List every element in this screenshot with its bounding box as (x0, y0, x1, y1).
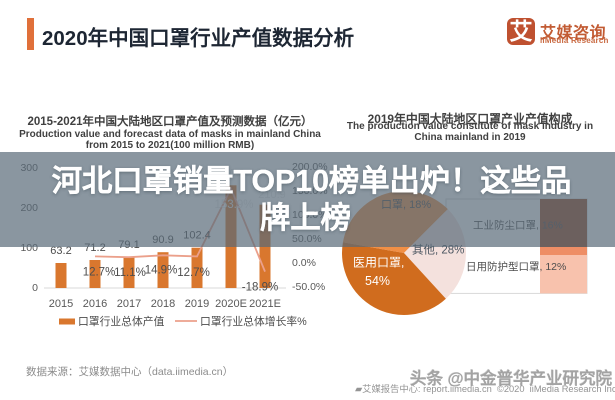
svg-text:63.2: 63.2 (50, 245, 71, 257)
svg-text:口罩行业总体产值: 口罩行业总体产值 (78, 314, 165, 328)
svg-text:12.7%: 12.7% (177, 267, 210, 279)
svg-text:2021E: 2021E (249, 298, 281, 310)
svg-text:医用口罩,: 医用口罩, (353, 256, 404, 270)
svg-text:2018: 2018 (151, 298, 175, 310)
svg-text:12.7%: 12.7% (83, 267, 116, 279)
svg-text:2017: 2017 (117, 298, 141, 310)
svg-text:2020E: 2020E (215, 298, 247, 310)
svg-text:0.0%: 0.0% (292, 257, 316, 269)
svg-text:2015: 2015 (49, 298, 73, 310)
svg-text:54%: 54% (365, 274, 390, 288)
svg-text:-50.0%: -50.0% (292, 281, 325, 293)
svg-text:-18.9%: -18.9% (242, 282, 278, 294)
svg-text:2016: 2016 (83, 298, 107, 310)
svg-text:14.9%: 14.9% (145, 265, 178, 277)
svg-text:2019: 2019 (185, 298, 209, 310)
svg-text:0: 0 (32, 282, 38, 294)
svg-text:11.1%: 11.1% (114, 267, 146, 279)
svg-text:口罩行业总体增长率%: 口罩行业总体增长率% (200, 314, 307, 328)
svg-text:日用防护型口罩, 12%: 日用防护型口罩, 12% (466, 260, 566, 273)
